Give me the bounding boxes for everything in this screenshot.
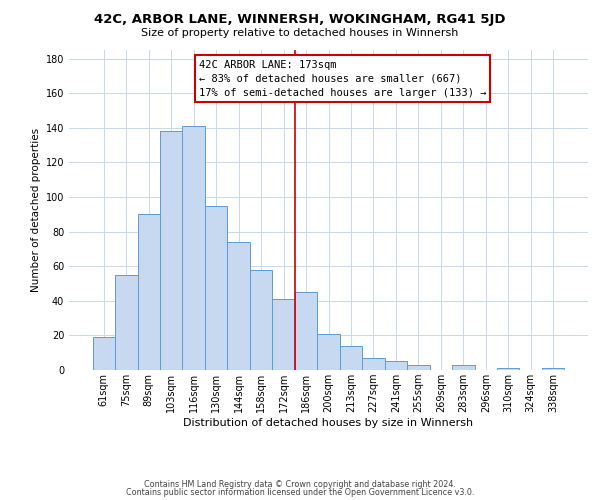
Bar	[407, 365, 430, 370]
Text: Contains public sector information licensed under the Open Government Licence v3: Contains public sector information licen…	[126, 488, 474, 497]
Bar	[295, 292, 317, 370]
Bar	[452, 365, 475, 370]
Bar	[317, 334, 340, 370]
Bar	[137, 214, 160, 370]
Y-axis label: Number of detached properties: Number of detached properties	[31, 128, 41, 292]
Bar	[272, 299, 295, 370]
Bar	[497, 368, 520, 370]
Bar	[205, 206, 227, 370]
Bar	[340, 346, 362, 370]
X-axis label: Distribution of detached houses by size in Winnersh: Distribution of detached houses by size …	[184, 418, 473, 428]
Text: Size of property relative to detached houses in Winnersh: Size of property relative to detached ho…	[142, 28, 458, 38]
Bar	[92, 337, 115, 370]
Bar	[542, 368, 565, 370]
Bar	[385, 362, 407, 370]
Bar	[160, 132, 182, 370]
Text: 42C ARBOR LANE: 173sqm
← 83% of detached houses are smaller (667)
17% of semi-de: 42C ARBOR LANE: 173sqm ← 83% of detached…	[199, 60, 486, 98]
Bar	[250, 270, 272, 370]
Bar	[115, 275, 137, 370]
Text: Contains HM Land Registry data © Crown copyright and database right 2024.: Contains HM Land Registry data © Crown c…	[144, 480, 456, 489]
Bar	[362, 358, 385, 370]
Bar	[227, 242, 250, 370]
Bar	[182, 126, 205, 370]
Text: 42C, ARBOR LANE, WINNERSH, WOKINGHAM, RG41 5JD: 42C, ARBOR LANE, WINNERSH, WOKINGHAM, RG…	[94, 12, 506, 26]
